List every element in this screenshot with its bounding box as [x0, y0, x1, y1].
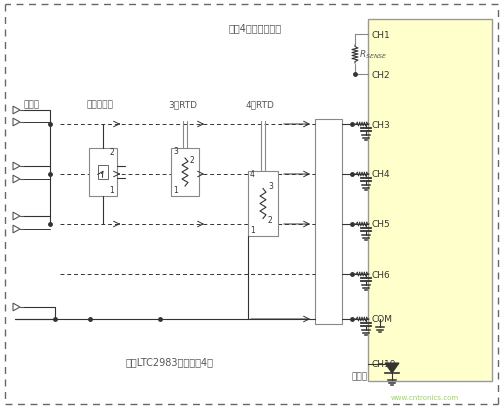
Text: 4线RTD: 4线RTD	[245, 100, 275, 109]
Text: 2: 2	[190, 155, 195, 164]
Text: 热敏电阻器: 热敏电阻器	[87, 100, 114, 109]
Text: $R_{SENSE}$: $R_{SENSE}$	[359, 49, 388, 61]
Polygon shape	[385, 363, 399, 373]
Text: 1: 1	[109, 186, 114, 195]
Text: CH2: CH2	[372, 70, 391, 79]
Text: CH3: CH3	[372, 120, 391, 129]
Text: CH1: CH1	[372, 30, 391, 39]
Text: 3线RTD: 3线RTD	[169, 100, 198, 109]
Text: 2: 2	[109, 148, 114, 157]
Bar	[368, 20, 492, 381]
Text: 冷接点: 冷接点	[352, 372, 368, 380]
Text: COM: COM	[372, 315, 393, 324]
Text: 3: 3	[173, 147, 178, 155]
Text: www.cntronics.com: www.cntronics.com	[391, 394, 459, 400]
Text: CH6: CH6	[372, 270, 391, 279]
Text: 3: 3	[268, 182, 273, 191]
Bar	[315, 120, 342, 324]
Text: CH4: CH4	[372, 170, 391, 179]
Text: 所有4组传感器共用: 所有4组传感器共用	[228, 23, 282, 33]
Text: 每个LTC2983连接多达4组: 每个LTC2983连接多达4组	[126, 356, 214, 366]
Text: 2: 2	[268, 216, 273, 225]
Text: CH19: CH19	[372, 360, 396, 369]
Text: 1: 1	[173, 186, 178, 195]
Bar	[248, 172, 278, 236]
Bar	[171, 148, 199, 196]
Text: 1: 1	[250, 225, 255, 234]
Bar	[98, 166, 108, 180]
Bar	[89, 148, 117, 196]
Text: 4: 4	[250, 170, 255, 179]
Text: 热电偶: 热电偶	[24, 100, 40, 109]
Text: CH5: CH5	[372, 220, 391, 229]
